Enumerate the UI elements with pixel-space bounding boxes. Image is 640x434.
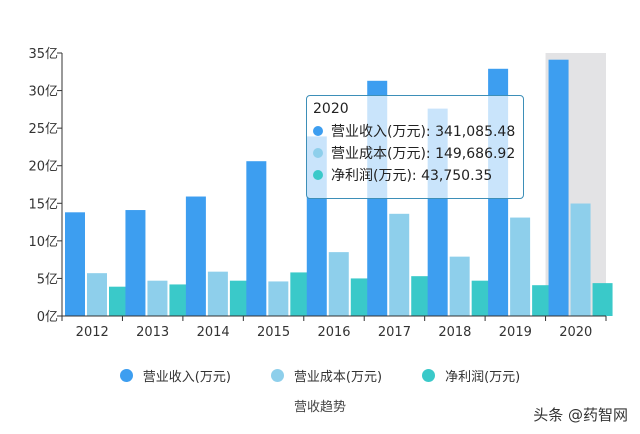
x-tick-label: 2013: [136, 325, 169, 340]
bar-cost-2012[interactable]: [87, 273, 107, 316]
x-tick-label: 2012: [76, 325, 109, 340]
legend-item-profit[interactable]: 净利润(万元): [422, 366, 520, 385]
bar-revenue-2012[interactable]: [65, 212, 85, 316]
legend-profit-dot-icon: [422, 369, 436, 382]
tooltip-cost-text: 营业成本(万元): 149,686.92: [331, 146, 516, 162]
y-tick-label: 30亿: [28, 85, 58, 100]
x-tick-label: 2017: [378, 325, 411, 340]
legend: 营业收入(万元) 营业成本(万元) 净利润(万元): [0, 366, 640, 385]
bar-revenue-2020[interactable]: [548, 59, 569, 317]
tooltip-title: 2020: [313, 101, 349, 117]
x-tick-label: 2019: [499, 325, 532, 340]
bar-profit-2016[interactable]: [350, 278, 371, 316]
revenue-dot-icon: [313, 126, 323, 136]
bar-cost-2016[interactable]: [328, 252, 349, 316]
y-tick-label: 5亿: [37, 272, 58, 287]
chart-title: 营收趋势: [293, 400, 346, 415]
x-tick-label: 2015: [257, 325, 290, 340]
bar-cost-2020[interactable]: [570, 203, 591, 316]
bar-cost-2019[interactable]: [510, 217, 531, 316]
bar-cost-2015[interactable]: [268, 281, 289, 316]
y-tick-label: 0亿: [37, 310, 58, 325]
bar-revenue-2015[interactable]: [246, 161, 267, 316]
bar-profit-2015[interactable]: [290, 272, 311, 316]
legend-revenue-dot-icon: [119, 369, 133, 382]
legend-item-revenue[interactable]: 营业收入(万元): [119, 366, 231, 385]
bar-revenue-2013[interactable]: [125, 210, 146, 316]
x-tick-label: 2020: [559, 325, 592, 340]
bar-revenue-2014[interactable]: [185, 196, 206, 316]
bar-cost-2018[interactable]: [449, 256, 470, 316]
profit-dot-icon: [313, 170, 323, 180]
legend-item-cost[interactable]: 营业成本(万元): [270, 366, 383, 385]
tooltip-row-revenue: 营业收入(万元): 341,085.48: [313, 120, 517, 142]
bar-profit-2012[interactable]: [109, 286, 129, 316]
bar-cost-2014[interactable]: [207, 271, 228, 316]
x-tick-label: 2018: [438, 325, 471, 340]
y-tick-label: 25亿: [28, 122, 58, 137]
y-tick-label: 15亿: [28, 197, 58, 212]
bar-profit-2020[interactable]: [592, 283, 613, 316]
y-tick-label: 20亿: [28, 160, 58, 175]
tooltip-row-profit: 净利润(万元): 43,750.35: [313, 164, 517, 186]
y-tick-label: 35亿: [28, 47, 58, 62]
bar-cost-2017[interactable]: [389, 213, 410, 316]
x-tick-label: 2016: [317, 325, 350, 340]
tooltip: 2020 营业收入(万元): 341,085.48 营业成本(万元): 149,…: [306, 95, 524, 199]
bar-profit-2019[interactable]: [532, 285, 553, 316]
bar-profit-2018[interactable]: [471, 280, 492, 316]
legend-cost-dot-icon: [270, 369, 284, 382]
bar-profit-2013[interactable]: [169, 284, 190, 316]
tooltip-profit-text: 净利润(万元): 43,750.35: [331, 168, 493, 184]
bar-profit-2017[interactable]: [411, 276, 432, 316]
bar-cost-2013[interactable]: [147, 280, 168, 316]
legend-profit-label: 净利润(万元): [445, 370, 521, 385]
y-tick-label: 10亿: [28, 235, 58, 250]
legend-cost-label: 营业成本(万元): [293, 370, 383, 385]
bar-profit-2014[interactable]: [229, 280, 250, 316]
cost-dot-icon: [313, 148, 323, 158]
legend-revenue-label: 营业收入(万元): [142, 370, 231, 385]
tooltip-row-cost: 营业成本(万元): 149,686.92: [313, 142, 517, 164]
watermark: 头条 @药智网: [533, 406, 628, 424]
tooltip-revenue-text: 营业收入(万元): 341,085.48: [331, 124, 516, 140]
x-tick-label: 2014: [197, 325, 230, 340]
